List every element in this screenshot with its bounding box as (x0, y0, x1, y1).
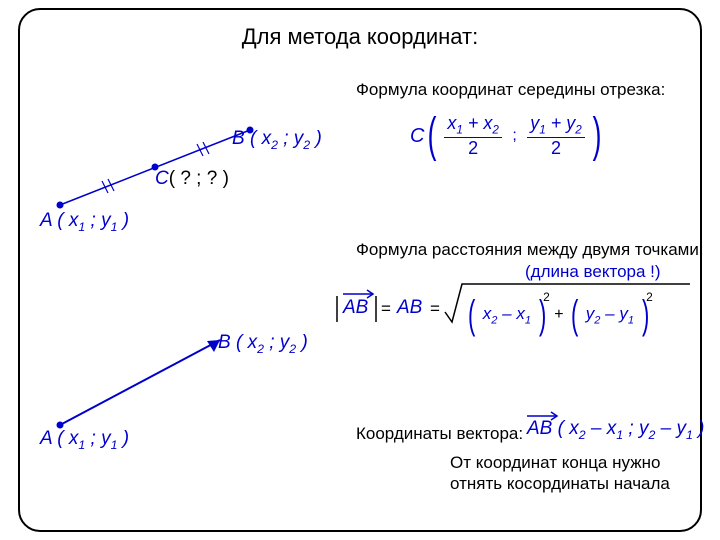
f3-AB: AB ( x2 – x1 ; y2 – y1 ) (527, 418, 704, 442)
veccoord-note: От координат конца нужно отнять косордин… (450, 452, 670, 495)
